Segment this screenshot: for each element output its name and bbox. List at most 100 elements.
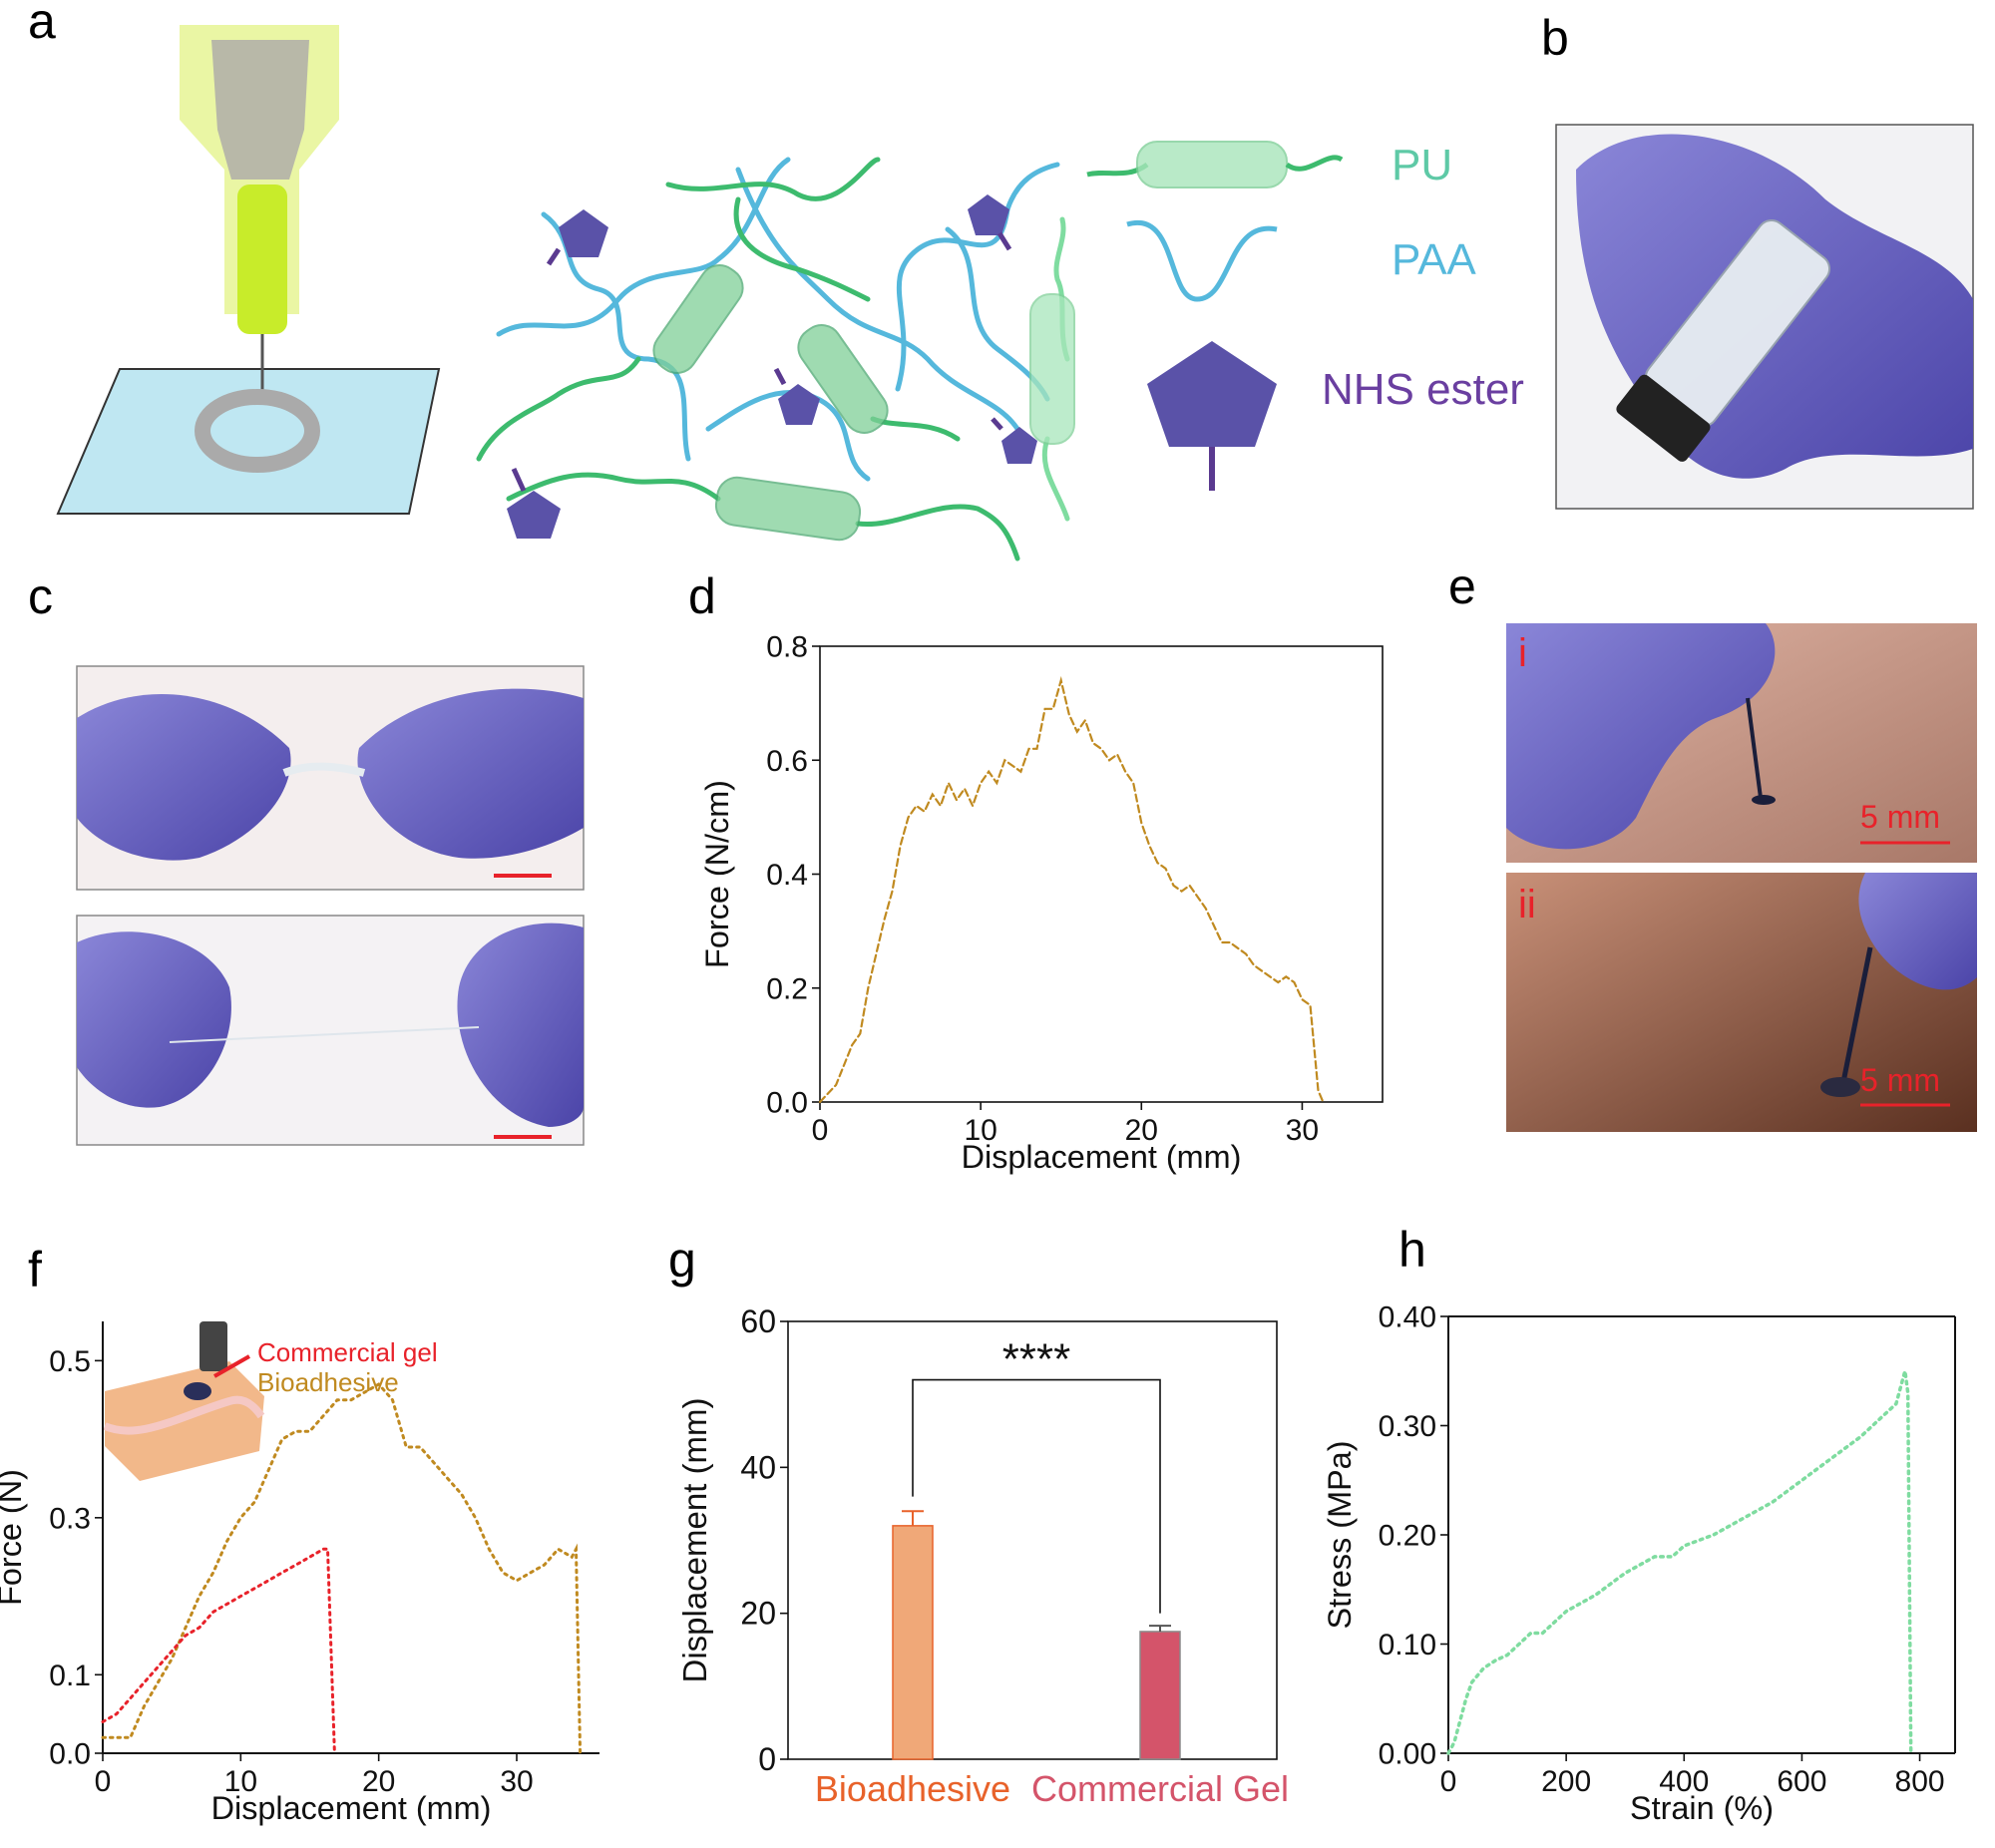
panel-letter-f: f [28, 1242, 42, 1297]
panel-letter-a: a [28, 0, 56, 49]
y-axis-title: Stress (MPa) [1322, 1441, 1358, 1630]
y-tick-label: 0.30 [1379, 1410, 1436, 1443]
y-tick-label: 40 [740, 1449, 776, 1485]
series-line-bioadhesive [1446, 1370, 1913, 1755]
y-tick-label: 0.20 [1379, 1520, 1436, 1553]
x-axis-title: Displacement (mm) [962, 1139, 1242, 1175]
category-label: Commercial Gel [1031, 1768, 1289, 1809]
scale-label-i: 5 mm [1860, 799, 1940, 835]
inset-label-bioadhesive: Bioadhesive [257, 1367, 399, 1397]
x-tick-label: 30 [500, 1765, 533, 1798]
significance-stars: **** [1002, 1335, 1071, 1384]
chart-f: 0 10 20 30 0.0 0.1 0.3 0.5 Displacement (mm) Forc… [0, 1321, 599, 1826]
x-tick-label: 20 [362, 1765, 395, 1798]
panel-letter-d: d [688, 568, 716, 624]
syringe-barrel [211, 40, 309, 180]
nhs-pentagon [507, 467, 561, 539]
paa-legend-icon [1126, 219, 1278, 302]
chart-g: 0 20 40 60 Displacement (mm) Bioadhesive Comme… [676, 1303, 1289, 1809]
y-axis-title: Displacement (mm) [676, 1397, 713, 1682]
y-axis-title: Force (N/cm) [699, 780, 735, 968]
x-tick-label: 30 [1286, 1114, 1319, 1147]
y-tick-label: 0.0 [49, 1738, 91, 1771]
significance-bracket [912, 1378, 1161, 1614]
pu-legend-icon [1086, 141, 1344, 188]
panel-letters: a b c d e f g h [28, 0, 1569, 1297]
x-tick-label: 0 [95, 1765, 112, 1798]
network-legend: PU PAA NHS ester [1086, 141, 1524, 491]
bar-bioadhesive [892, 1525, 934, 1760]
scale-label-ii: 5 mm [1860, 1062, 1940, 1098]
category-label: Bioadhesive [815, 1768, 1010, 1809]
y-tick-label: 0.5 [49, 1345, 91, 1378]
y-tick-label: 0.4 [766, 859, 808, 892]
chart-d: 0 10 20 30 0.0 0.2 0.4 0.6 0.8 Displacement (mm) F… [699, 631, 1384, 1175]
panel-letter-e: e [1448, 558, 1476, 614]
printed-ring [195, 389, 320, 473]
x-tick-label: 600 [1777, 1765, 1826, 1798]
panel-letter-b: b [1541, 10, 1569, 66]
pu-chain [870, 416, 961, 442]
inset-illustration: Commercial gel Bioadhesive [103, 1321, 438, 1481]
inset-label-commercial: Commercial gel [257, 1337, 438, 1367]
paa-chain [541, 211, 691, 462]
photo-stretch-2 [76, 915, 585, 1146]
photo-e-label-ii: ii [1518, 883, 1536, 926]
pu-chain [476, 356, 641, 462]
y-tick-label: 0.0 [766, 1087, 808, 1120]
pu-chain [855, 504, 1020, 561]
pu-cylinder [652, 264, 744, 374]
nhs-pentagon [968, 194, 1012, 251]
pu-cylinder [797, 324, 889, 434]
pu-segments [652, 264, 1075, 542]
y-tick-label: 0.1 [49, 1660, 91, 1692]
bar-commercial-gel [1139, 1631, 1181, 1760]
photo-skin-write-i: i 5 mm [1506, 623, 1977, 863]
photo-vial [1555, 124, 1974, 510]
pu-chain [665, 157, 881, 201]
vial [1616, 218, 1831, 462]
y-tick-label: 0.3 [49, 1502, 91, 1535]
nhs-legend-label: NHS ester [1322, 365, 1524, 414]
series-line-bioadhesive [101, 1382, 583, 1755]
panel-letter-g: g [668, 1232, 696, 1288]
plot-frame [819, 645, 1384, 1103]
x-axis-title: Strain (%) [1630, 1790, 1774, 1826]
x-tick-label: 400 [1659, 1765, 1709, 1798]
pu-legend-label: PU [1392, 141, 1452, 189]
syringe-tip [237, 185, 287, 334]
x-tick-label: 10 [964, 1114, 997, 1147]
panel-letter-c: c [28, 568, 53, 624]
x-tick-label: 800 [1895, 1765, 1945, 1798]
x-tick-label: 0 [1440, 1765, 1457, 1798]
pu-cylinder [1029, 293, 1075, 445]
photo-skin-write-ii: ii 5 mm [1506, 873, 1977, 1132]
chart-h: 0 200 400 600 800 0.00 0.10 0.20 0.30 0.40 Strain … [1322, 1301, 1956, 1826]
y-tick-label: 0.8 [766, 631, 808, 664]
x-tick-label: 20 [1125, 1114, 1158, 1147]
printer-schematic [56, 25, 441, 515]
x-tick-label: 200 [1541, 1765, 1591, 1798]
y-tick-label: 0.10 [1379, 1629, 1436, 1662]
panel-letter-h: h [1398, 1222, 1426, 1278]
paa-chain [895, 162, 1060, 392]
photo-e-label-i: i [1518, 631, 1527, 675]
y-tick-label: 0.00 [1379, 1738, 1436, 1771]
pu-chain [733, 196, 871, 302]
y-tick-label: 20 [740, 1596, 776, 1632]
x-axis-title: Displacement (mm) [211, 1790, 492, 1826]
x-tick-label: 10 [224, 1765, 257, 1798]
y-tick-label: 0.40 [1379, 1301, 1436, 1334]
plot-frame [787, 1320, 1278, 1760]
nhs-pentagon [991, 417, 1037, 464]
series-line-bioadhesive [818, 675, 1325, 1104]
nhs-pentagon [773, 367, 820, 425]
pu-chain [506, 472, 721, 502]
y-axis-title: Force (N) [0, 1469, 28, 1606]
series-line-commercial-gel [101, 1547, 336, 1755]
print-substrate [56, 368, 441, 515]
y-tick-label: 60 [740, 1303, 776, 1339]
paa-legend-label: PAA [1392, 235, 1476, 284]
photo-stretch-1 [76, 665, 585, 891]
